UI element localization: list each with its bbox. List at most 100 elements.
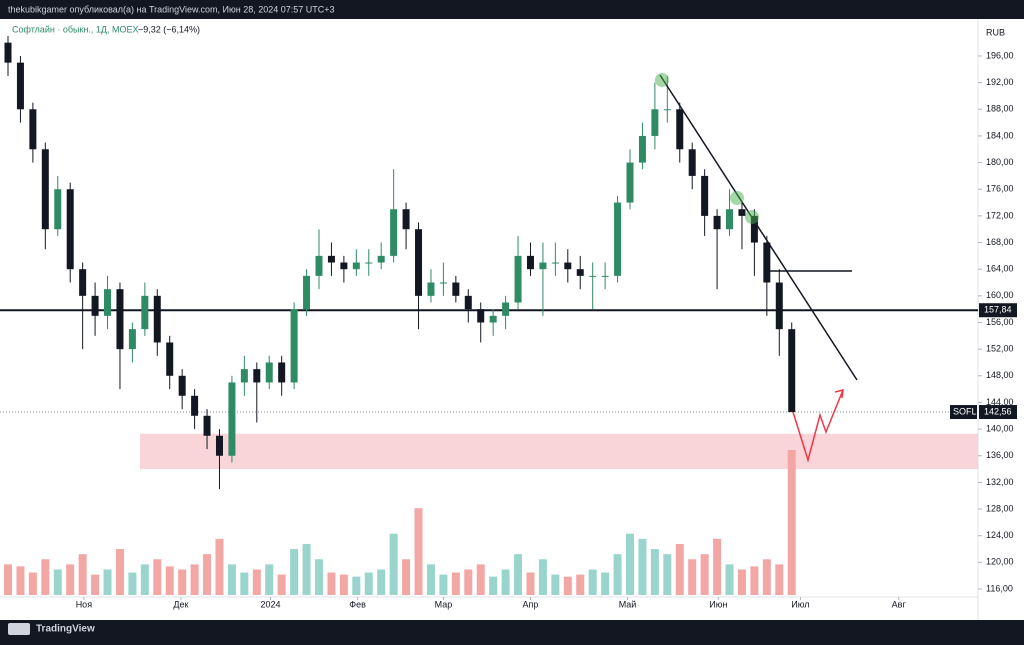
legend-symbol: Софтлайн · обыкн., 1Д, MOEX [12,24,139,34]
volume-bar [252,569,261,595]
candle-body [29,109,37,150]
candle-body [278,362,286,383]
volume-bar [103,569,112,595]
volume-bar [364,572,373,595]
candle-body [614,202,622,276]
candle-body [54,189,62,230]
candle-body [290,309,298,383]
candle-body [365,262,373,264]
volume-bar [626,533,634,595]
candle-body [676,109,684,150]
candle-body [601,275,609,277]
candle-body [726,209,734,230]
volume-bar [526,572,535,595]
volume-bar [140,564,149,595]
candle-body [589,275,597,277]
volume-bar [315,559,323,595]
marker [730,191,744,205]
candle-body [750,215,758,243]
candle-body [4,42,12,63]
candle-body [66,189,74,270]
plot-bg [0,19,1024,620]
volume-bar [302,543,311,595]
candle-body [514,255,522,303]
volume-bar [476,564,485,595]
y-tick-label: 188,00 [986,104,1014,114]
x-tick-label: Апр [523,599,539,609]
volume-bar [501,569,510,595]
candle-body [228,382,236,456]
volume-bar [240,572,249,595]
volume-bar [377,569,386,595]
trend-line [659,74,858,381]
candle-body [663,109,671,111]
candle-body [651,109,659,136]
level-label: 157,84 [984,305,1012,315]
y-tick-label: 192,00 [986,77,1014,87]
y-tick-label: 136,00 [986,450,1014,460]
candle-body [303,275,311,310]
candle-body [141,295,149,330]
volume-bar [514,554,523,595]
candle-body [315,255,323,276]
price-label: 142,56 [984,406,1012,416]
candle-body [539,262,547,270]
y-tick-label: 128,00 [986,503,1014,513]
candle-body [564,262,572,270]
volume-bar [787,450,796,595]
y-tick-label: 184,00 [986,130,1014,140]
candle-body [91,295,99,316]
candle-body [352,262,360,270]
y-tick-label: 180,00 [986,157,1014,167]
candle-body [41,149,49,230]
candle-body [390,209,398,256]
header: thekubikgamer опубликовал(а) на TradingV… [8,4,335,14]
candle-body [79,269,87,296]
logo [8,623,30,635]
candle-body [763,242,771,283]
candle-body [701,175,709,216]
volume-bar [613,554,622,595]
volume-bar [178,569,187,595]
candle-body [377,255,385,263]
volume-bar [638,538,647,595]
currency: RUB [986,27,1005,37]
candle-body [452,282,460,296]
candle-body [16,62,24,110]
y-tick-label: 148,00 [986,370,1014,380]
x-tick-label: Июл [791,599,809,609]
marker [745,210,759,224]
volume-bar [700,554,709,595]
candle-body [427,282,435,296]
volume-bar [128,572,137,595]
volume-bar [762,559,771,595]
candle-body [439,282,447,284]
price-tag [979,405,1017,420]
y-tick-label: 140,00 [986,423,1014,433]
candle-body [240,369,248,383]
y-tick-label: 124,00 [986,530,1014,540]
volume-bar [426,564,435,595]
level-tag [979,303,1017,318]
volume-bar [725,564,734,595]
candle-body [253,369,261,383]
volume-bar [153,559,162,595]
zone [140,433,978,470]
volume-bar [53,569,62,595]
x-tick-label: Май [619,599,637,609]
volume-bar [750,566,759,595]
y-tick-label: 144,00 [986,397,1014,407]
x-tick-label: Авг [892,599,907,609]
volume-bar [551,574,560,595]
volume-bar [327,572,336,595]
y-tick-label: 196,00 [986,50,1014,60]
candle-body [104,289,112,316]
candle-body [526,255,534,270]
candle-body [464,295,472,310]
volume-bar [277,574,286,595]
volume-bar [352,576,361,595]
volume-bar [489,576,498,595]
candle-body [713,215,721,230]
volume-bar [601,572,610,595]
